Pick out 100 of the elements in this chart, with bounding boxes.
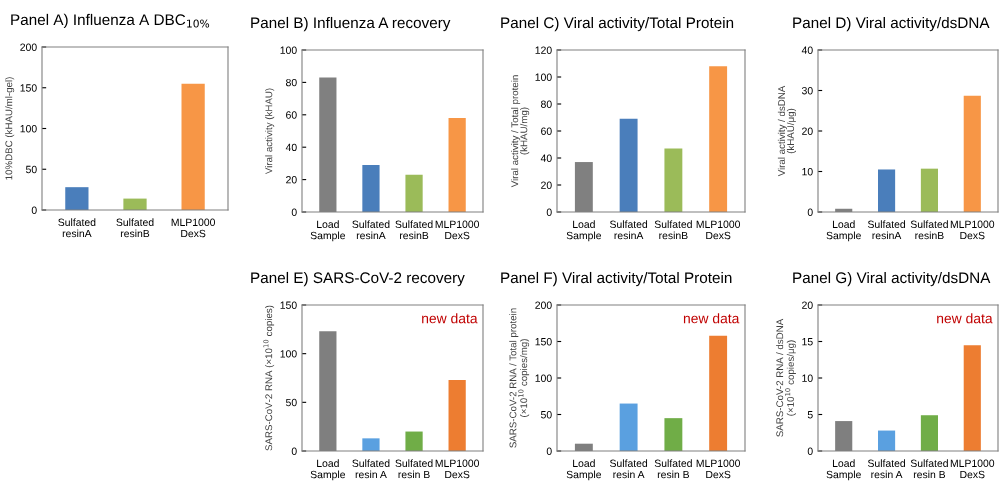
y-tick-label: 100 bbox=[280, 46, 297, 54]
y-tick-label: 0 bbox=[291, 447, 297, 455]
y-tick-label: 5 bbox=[807, 411, 813, 419]
y-axis-title: Viral activity / Total protein (kHAU/mg) bbox=[511, 75, 530, 188]
y-axis-title: SARS-CoV-2 RNA / dsDNA (×10$^{10}$ copies/μg) bbox=[776, 318, 796, 437]
y-tick-label: 0 bbox=[31, 206, 37, 214]
x-tick-label: Sulfated resinA bbox=[867, 220, 906, 240]
bar bbox=[448, 118, 466, 212]
bar bbox=[963, 345, 981, 451]
y-axis-title: SARS-CoV-2 RNA / Total protein (×10$^{10}$ copies/mg) bbox=[509, 308, 530, 448]
bar bbox=[664, 418, 683, 451]
y-tick-label: 100 bbox=[280, 350, 297, 358]
x-tick-label: Sulfated resin A bbox=[867, 459, 906, 479]
y-tick-label: 40 bbox=[540, 154, 552, 162]
bar bbox=[362, 165, 380, 212]
chart-title: Panel A) Influenza A DBC$_{10%}$ bbox=[11, 13, 210, 29]
x-tick-label: Sulfated resinB bbox=[654, 220, 692, 240]
y-axis-title: SARS-CoV-2 RNA (×10$^{10}$ copies) bbox=[263, 305, 275, 451]
bar bbox=[920, 415, 938, 451]
y-tick-label: 100 bbox=[535, 73, 552, 81]
chart-title: Panel F) Viral activity/Total Protein bbox=[501, 271, 732, 287]
x-tick-label: MLP1000 DexS bbox=[171, 218, 216, 238]
y-tick-label: 20 bbox=[286, 176, 297, 184]
y-tick-label: 60 bbox=[541, 127, 552, 135]
x-tick-label: Sulfated resinB bbox=[116, 218, 154, 238]
bar bbox=[619, 403, 638, 451]
x-tick-label: Load Sample bbox=[310, 220, 346, 242]
bar bbox=[123, 198, 147, 210]
y-tick-label: 150 bbox=[20, 84, 37, 92]
y-tick-label: 50 bbox=[285, 398, 297, 407]
annotation: new data bbox=[937, 313, 993, 324]
x-tick-label: Sulfated resinB bbox=[910, 220, 948, 240]
annotation: new data bbox=[683, 313, 740, 324]
annotation: new data bbox=[422, 313, 478, 324]
bar bbox=[181, 83, 205, 210]
y-tick-label: 20 bbox=[541, 181, 552, 189]
y-tick-label: 100 bbox=[535, 374, 552, 382]
x-tick-label: Sulfated resinA bbox=[609, 220, 648, 240]
y-tick-label: 10 bbox=[802, 168, 813, 176]
y-tick-label: 40 bbox=[801, 46, 813, 54]
y-tick-label: 0 bbox=[807, 208, 813, 216]
y-tick-label: 80 bbox=[286, 78, 297, 87]
y-tick-label: 0 bbox=[807, 447, 813, 455]
chart-title: Panel D) Viral activity/dsDNA bbox=[793, 16, 990, 32]
y-tick-label: 0 bbox=[546, 208, 552, 216]
y-tick-label: 80 bbox=[541, 100, 552, 108]
x-tick-label: Load Sample bbox=[566, 459, 602, 481]
bar bbox=[709, 66, 728, 212]
x-tick-label: MLP1000 DexS bbox=[950, 220, 995, 240]
x-tick-label: MLP1000 DexS bbox=[696, 220, 741, 240]
y-tick-label: 20 bbox=[802, 127, 813, 135]
y-axis-title: 10%DBC (kHAU/ml-gel) bbox=[5, 77, 15, 180]
bar bbox=[664, 148, 683, 212]
x-tick-label: Load Sample bbox=[826, 459, 861, 481]
chart-title: Panel G) Viral activity/dsDNA bbox=[793, 271, 991, 287]
y-axis-title: Viral activity / dsDNA (kHAU/μg) bbox=[777, 85, 796, 177]
y-tick-label: 0 bbox=[291, 208, 297, 216]
x-tick-label: MLP1000 DexS bbox=[435, 220, 480, 240]
y-tick-label: 150 bbox=[280, 301, 297, 309]
y-tick-label: 50 bbox=[25, 165, 37, 174]
x-tick-label: Sulfated resin B bbox=[654, 459, 692, 479]
bar bbox=[709, 335, 728, 451]
x-tick-label: Load Sample bbox=[310, 459, 346, 481]
bar bbox=[878, 430, 896, 451]
chart-title: Panel E) SARS-CoV-2 recovery bbox=[251, 271, 465, 287]
x-tick-label: Sulfated resin B bbox=[910, 459, 948, 479]
y-tick-label: 120 bbox=[535, 46, 552, 54]
bar bbox=[405, 174, 423, 212]
chart-title: Panel B) Influenza A recovery bbox=[251, 16, 451, 32]
x-tick-label: MLP1000 DexS bbox=[950, 459, 995, 479]
bar bbox=[963, 95, 981, 212]
x-tick-label: Sulfated resin B bbox=[395, 459, 433, 479]
y-tick-label: 0 bbox=[546, 447, 552, 455]
y-tick-label: 50 bbox=[540, 411, 552, 419]
bar bbox=[619, 118, 638, 212]
x-tick-label: MLP1000 DexS bbox=[696, 459, 741, 479]
y-tick-label: 200 bbox=[535, 301, 552, 309]
y-tick-label: 30 bbox=[801, 87, 813, 95]
y-tick-label: 200 bbox=[20, 43, 37, 51]
y-axis-title: Viral activity (kHAU) bbox=[265, 88, 275, 175]
x-tick-label: Sulfated resinA bbox=[58, 218, 96, 238]
y-tick-label: 100 bbox=[20, 125, 37, 133]
bar bbox=[920, 168, 938, 212]
bar bbox=[405, 431, 423, 451]
bar bbox=[878, 169, 896, 212]
bar bbox=[65, 187, 89, 210]
x-tick-label: Sulfated resinB bbox=[395, 220, 433, 240]
x-tick-label: Sulfated resin A bbox=[352, 459, 390, 479]
x-tick-label: MLP1000 DexS bbox=[435, 459, 480, 479]
y-tick-label: 40 bbox=[285, 143, 297, 152]
x-tick-label: Sulfated resinA bbox=[352, 220, 390, 240]
y-tick-label: 20 bbox=[802, 301, 813, 309]
x-tick-label: Load Sample bbox=[826, 220, 861, 242]
chart-title: Panel C) Viral activity/Total Protein bbox=[501, 16, 734, 32]
y-tick-label: 15 bbox=[802, 338, 813, 346]
bar bbox=[448, 379, 466, 451]
y-tick-label: 60 bbox=[286, 111, 297, 119]
y-tick-label: 10 bbox=[802, 374, 813, 382]
x-tick-label: Load Sample bbox=[566, 220, 602, 242]
y-tick-label: 150 bbox=[535, 338, 552, 346]
